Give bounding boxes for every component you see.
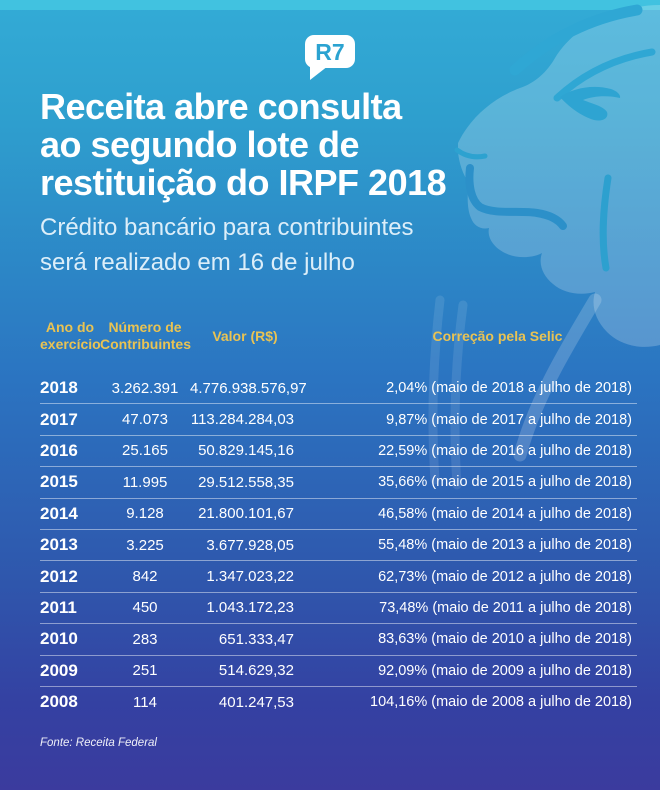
column-header-correction: Correção pela Selic xyxy=(432,327,563,344)
table-row: 2011 450 1.043.172,23 73,48% (maio de 20… xyxy=(40,593,637,625)
cell-correction: 9,87% (maio de 2017 a julho de 2018) xyxy=(386,411,632,428)
column-header-year: Ano do exercício xyxy=(40,319,101,352)
cell-value: 113.284.284,03 xyxy=(190,411,294,429)
cell-year: 2011 xyxy=(40,597,77,617)
cell-correction: 55,48% (maio de 2013 a julho de 2018) xyxy=(378,537,632,554)
top-accent-bar xyxy=(0,0,660,10)
r7-logo-text: R7 xyxy=(315,39,344,65)
cell-correction: 35,66% (maio de 2015 a julho de 2018) xyxy=(378,474,632,491)
title-line-1: Receita abre consulta xyxy=(40,86,402,127)
table-row: 2016 25.165 50.829.145,16 22,59% (maio d… xyxy=(40,436,637,468)
table-row: 2008 114 401.247,53 104,16% (maio de 200… xyxy=(40,687,637,717)
r7-logo: R7 xyxy=(303,34,357,87)
column-header-value: Valor (R$) xyxy=(212,327,278,344)
page-subtitle: Crédito bancário para contribuintes será… xyxy=(40,210,600,280)
table-row: 2013 3.225 3.677.928,05 55,48% (maio de … xyxy=(40,530,637,562)
title-line-2: ao segundo lote de xyxy=(40,124,360,165)
cell-year: 2012 xyxy=(40,566,78,586)
title-line-3: restituição do IRPF 2018 xyxy=(40,162,447,203)
cell-contributors: 3.225 xyxy=(126,536,164,554)
cell-correction: 104,16% (maio de 2008 a julho de 2018) xyxy=(370,694,632,711)
cell-value: 1.043.172,23 xyxy=(206,599,294,617)
cell-contributors: 842 xyxy=(132,568,158,586)
cell-correction: 62,73% (maio de 2012 a julho de 2018) xyxy=(378,568,632,585)
table-row: 2009 251 514.629,32 92,09% (maio de 2009… xyxy=(40,656,637,687)
page-title: Receita abre consulta ao segundo lote de… xyxy=(40,88,600,202)
cell-year: 2013 xyxy=(40,535,78,555)
cell-year: 2018 xyxy=(40,378,78,398)
table-row: 2010 283 651.333,47 83,63% (maio de 2010… xyxy=(40,624,637,656)
cell-contributors: 11.995 xyxy=(122,473,168,491)
cell-value: 4.776.938.576,97 xyxy=(190,379,307,397)
cell-value: 1.347.023,22 xyxy=(206,568,294,586)
cell-value: 3.677.928,05 xyxy=(206,536,294,554)
table-row: 2017 47.073 113.284.284,03 9,87% (maio d… xyxy=(40,404,637,436)
table-body: 2018 3.262.391 4.776.938.576,97 2,04% (m… xyxy=(40,373,637,717)
cell-value: 21.800.101,67 xyxy=(198,505,294,523)
cell-year: 2010 xyxy=(40,629,78,649)
table-header-row: Ano do exercício Número de Contribuintes… xyxy=(40,313,637,359)
cell-correction: 83,63% (maio de 2010 a julho de 2018) xyxy=(378,631,632,648)
cell-year: 2014 xyxy=(40,503,78,523)
subtitle-line-1: Crédito bancário para contribuintes xyxy=(40,214,414,241)
cell-year: 2015 xyxy=(40,472,78,492)
cell-contributors: 9.128 xyxy=(126,505,164,523)
cell-contributors: 283 xyxy=(132,630,158,648)
refund-table: Ano do exercício Número de Contribuintes… xyxy=(40,313,637,717)
cell-contributors: 450 xyxy=(132,599,158,617)
cell-correction: 2,04% (maio de 2018 a julho de 2018) xyxy=(386,380,632,397)
cell-contributors: 114 xyxy=(133,693,157,711)
cell-year: 2008 xyxy=(40,692,78,712)
table-row: 2015 11.995 29.512.558,35 35,66% (maio d… xyxy=(40,467,637,499)
cell-value: 29.512.558,35 xyxy=(198,473,294,491)
cell-year: 2009 xyxy=(40,660,78,680)
cell-correction: 73,48% (maio de 2011 a julho de 2018) xyxy=(379,599,632,616)
cell-year: 2017 xyxy=(40,409,78,429)
cell-contributors: 251 xyxy=(132,662,158,680)
cell-value: 50.829.145,16 xyxy=(198,442,294,460)
table-row: 2012 842 1.347.023,22 62,73% (maio de 20… xyxy=(40,561,637,593)
table-row: 2014 9.128 21.800.101,67 46,58% (maio de… xyxy=(40,499,637,530)
subtitle-line-2: será realizado em 16 de julho xyxy=(40,249,355,276)
cell-value: 651.333,47 xyxy=(218,630,294,648)
cell-correction: 92,09% (maio de 2009 a julho de 2018) xyxy=(378,662,632,679)
source-credit: Fonte: Receita Federal xyxy=(40,737,157,749)
cell-contributors: 3.262.391 xyxy=(111,379,179,397)
cell-correction: 46,58% (maio de 2014 a julho de 2018) xyxy=(378,505,632,522)
table-row: 2018 3.262.391 4.776.938.576,97 2,04% (m… xyxy=(40,373,637,405)
cell-year: 2016 xyxy=(40,440,78,460)
column-header-contributors: Número de Contribuintes xyxy=(100,319,191,352)
cell-value: 401.247,53 xyxy=(218,693,294,711)
cell-contributors: 25.165 xyxy=(122,442,168,460)
r7-logo-icon: R7 xyxy=(305,35,355,80)
cell-contributors: 47.073 xyxy=(122,411,168,429)
cell-value: 514.629,32 xyxy=(218,662,294,680)
cell-correction: 22,59% (maio de 2016 a julho de 2018) xyxy=(378,442,632,459)
